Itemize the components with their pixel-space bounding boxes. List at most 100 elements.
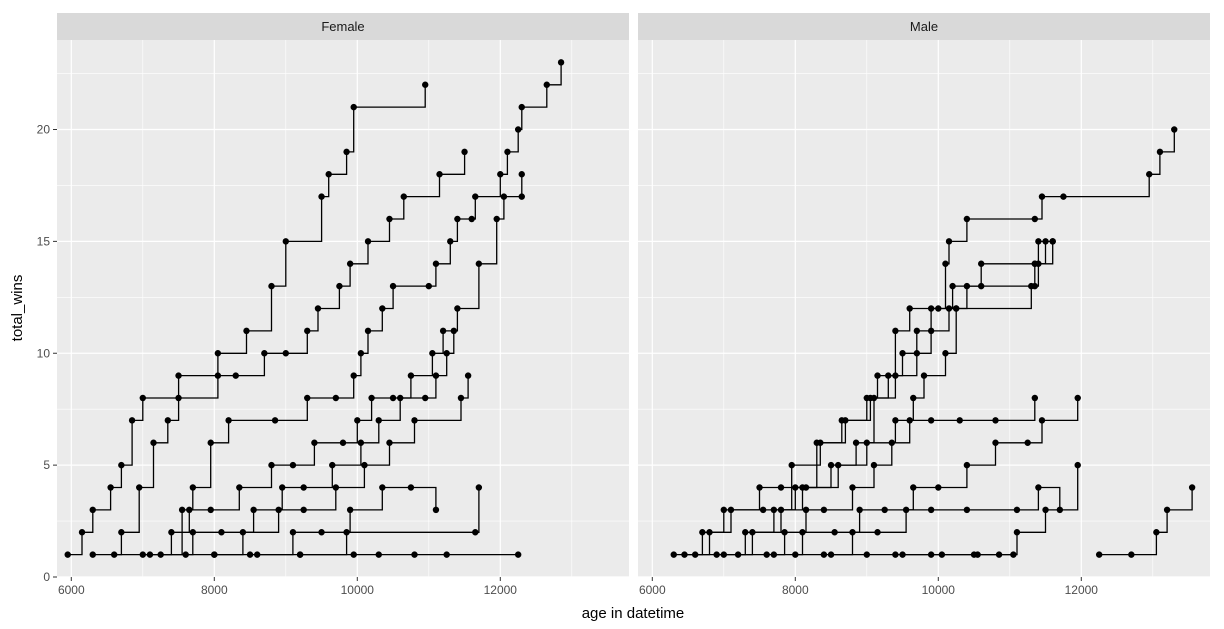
data-point bbox=[350, 372, 357, 379]
data-point bbox=[1153, 529, 1160, 536]
series-female bbox=[64, 59, 565, 558]
data-point bbox=[304, 394, 311, 402]
y-tick-label: 15 bbox=[37, 234, 51, 248]
data-point bbox=[1010, 551, 1017, 558]
data-point bbox=[935, 484, 942, 491]
data-point bbox=[207, 439, 214, 446]
data-point bbox=[443, 551, 450, 558]
data-point bbox=[375, 417, 382, 424]
data-point bbox=[357, 350, 365, 357]
data-point bbox=[827, 461, 835, 469]
data-point bbox=[892, 551, 899, 558]
data-point bbox=[296, 551, 304, 558]
x-tick-label: 8000 bbox=[782, 583, 809, 597]
data-point bbox=[500, 193, 508, 200]
data-point bbox=[963, 461, 971, 469]
data-point bbox=[118, 529, 125, 536]
data-point bbox=[379, 484, 386, 491]
data-point bbox=[254, 551, 261, 558]
data-point bbox=[339, 439, 347, 446]
data-point bbox=[742, 529, 749, 536]
data-point bbox=[820, 506, 828, 514]
data-point bbox=[261, 350, 268, 357]
gridlines-female bbox=[57, 40, 629, 578]
data-point bbox=[243, 327, 250, 335]
data-point bbox=[268, 461, 275, 469]
data-point bbox=[461, 148, 468, 156]
data-point bbox=[397, 394, 404, 402]
data-point bbox=[279, 484, 286, 491]
data-point bbox=[346, 506, 354, 514]
x-tick-label: 10000 bbox=[922, 583, 956, 597]
data-point bbox=[289, 461, 297, 469]
data-point bbox=[910, 484, 917, 491]
data-point bbox=[225, 417, 232, 424]
data-point bbox=[332, 394, 340, 402]
data-point bbox=[282, 350, 289, 357]
data-point bbox=[759, 506, 767, 514]
data-point bbox=[827, 551, 835, 558]
x-tick-label: 10000 bbox=[341, 583, 375, 597]
panel-female: Female bbox=[57, 13, 629, 578]
data-point bbox=[436, 171, 443, 178]
data-point bbox=[938, 551, 946, 558]
data-point bbox=[856, 506, 863, 514]
y-axis: 0 5 10 15 20 bbox=[37, 123, 57, 584]
data-point bbox=[781, 529, 788, 536]
data-point bbox=[89, 506, 96, 514]
data-point bbox=[1060, 193, 1067, 200]
data-point bbox=[910, 394, 917, 402]
data-point bbox=[777, 484, 785, 491]
data-point bbox=[386, 439, 393, 446]
data-point bbox=[150, 439, 157, 446]
x-axis-title: age in datetime bbox=[582, 605, 685, 622]
data-point bbox=[870, 461, 878, 469]
data-point bbox=[354, 417, 361, 424]
data-point bbox=[942, 350, 949, 357]
data-point bbox=[89, 551, 96, 558]
data-point bbox=[902, 506, 910, 514]
data-point bbox=[214, 350, 222, 357]
data-point bbox=[311, 439, 318, 446]
data-point bbox=[282, 238, 289, 245]
series-step-line bbox=[738, 398, 1036, 556]
data-point bbox=[892, 327, 899, 335]
data-point bbox=[78, 529, 86, 536]
data-point bbox=[175, 394, 182, 402]
x-tick-label: 12000 bbox=[484, 583, 518, 597]
data-point bbox=[472, 193, 479, 200]
data-point bbox=[920, 372, 928, 379]
data-point bbox=[849, 529, 856, 536]
data-point bbox=[670, 551, 677, 558]
data-point bbox=[1095, 551, 1103, 558]
data-point bbox=[336, 282, 343, 290]
data-point bbox=[681, 551, 688, 558]
data-point bbox=[1074, 461, 1081, 469]
data-point bbox=[992, 417, 999, 424]
strip-female bbox=[57, 13, 629, 40]
data-point bbox=[849, 484, 856, 491]
data-point bbox=[770, 551, 778, 558]
data-point bbox=[178, 506, 186, 514]
data-point bbox=[892, 417, 899, 424]
data-point bbox=[992, 439, 999, 446]
series-step-line bbox=[114, 62, 562, 556]
y-tick-label: 0 bbox=[43, 570, 50, 584]
data-point bbox=[432, 260, 440, 267]
data-point bbox=[168, 529, 175, 536]
data-point bbox=[863, 394, 870, 402]
data-point bbox=[952, 305, 960, 312]
data-point bbox=[128, 417, 136, 424]
data-point bbox=[107, 484, 114, 491]
data-point bbox=[1163, 506, 1171, 514]
data-point bbox=[514, 126, 522, 133]
data-point bbox=[304, 327, 311, 335]
y-axis-title: total_wins bbox=[9, 275, 26, 342]
series-step-line bbox=[92, 151, 466, 556]
strip-label-male: Male bbox=[910, 19, 938, 34]
data-point bbox=[1042, 506, 1049, 514]
data-point bbox=[361, 461, 368, 469]
data-point bbox=[1035, 484, 1042, 491]
data-point bbox=[364, 238, 372, 245]
series-step-line bbox=[1099, 487, 1193, 556]
